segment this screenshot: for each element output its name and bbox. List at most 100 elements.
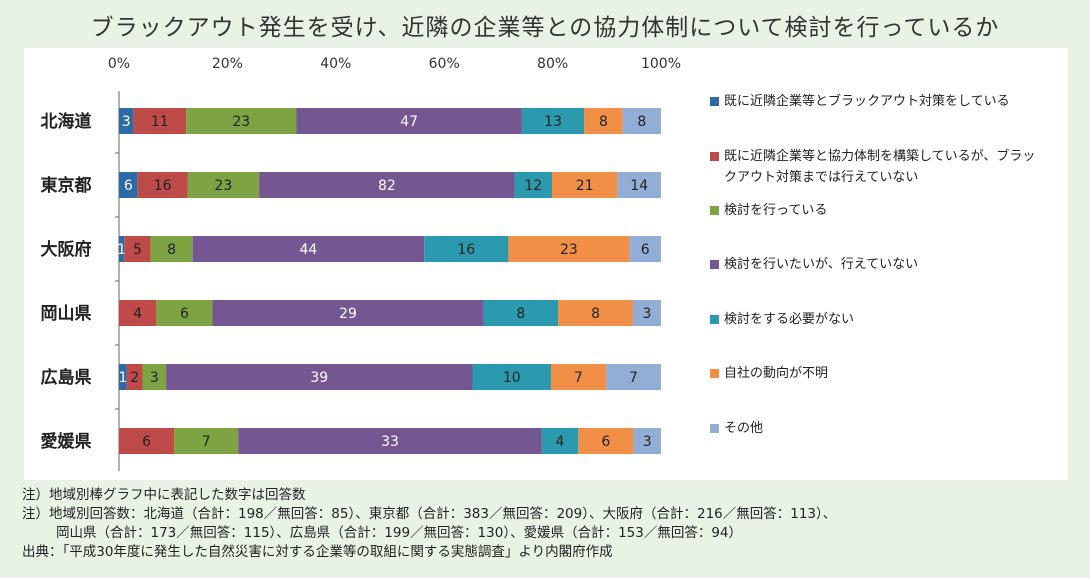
bar-segment [137,172,188,198]
bar-segment [174,428,239,454]
data-label: 13 [544,114,562,130]
data-label: 10 [503,370,521,386]
bar-segment [551,172,618,198]
data-label: 6 [601,434,610,450]
data-label: 29 [339,306,357,322]
x-tick-label: 40% [320,56,351,72]
category-label: 広島県 [41,367,92,388]
bar-segment [521,108,585,134]
data-label: 23 [214,178,232,194]
bar-segment [126,364,143,390]
data-label: 6 [180,306,189,322]
bar-segment [238,428,542,454]
bar-segment [119,300,157,326]
data-label: 44 [300,242,318,258]
legend-swatch [710,260,719,269]
bar-segment [119,428,175,454]
legend-label: 既に近隣企業等とブラックアウト対策をしている [724,94,1010,109]
data-label: 1 [118,370,127,386]
legend-item: 検討を行いたいが、行えていない [710,254,1040,275]
legend-item: 既に近隣企業等とブラックアウト対策をしている [710,91,1040,112]
bar-segment [472,364,552,390]
note-2-continued: 岡山県（合計：173／無回答：115）、広島県（合計：199／無回答：130）、… [56,525,743,541]
data-label: 4 [133,306,142,322]
bar-segment [186,108,297,134]
data-label: 8 [637,114,646,130]
bar-segment [633,428,661,454]
legend-label: 既に近隣企業等と協力体制を構築しているが、ブラックアウト対策までは行えていない [724,149,1036,185]
category-label: 岡山県 [41,304,92,324]
bar-segment [483,300,559,326]
category-label: 北海道 [41,111,92,132]
legend-label: その他 [724,421,764,436]
bar-segment [187,172,260,198]
data-label: 6 [142,434,151,450]
data-label: 8 [167,242,176,258]
data-label: 3 [643,306,652,322]
data-label: 1 [117,242,126,258]
legend-label: 自社の動向が不明 [724,366,829,381]
bar-segment [212,300,484,326]
bar-segment [119,364,127,390]
legend-label: 検討を行っている [724,203,828,218]
x-tick-label: 20% [212,56,243,72]
bar-segment [124,236,151,262]
bar-segment [578,428,634,454]
data-label: 23 [232,114,250,130]
bar-segment [622,108,661,134]
data-label: 16 [154,178,172,194]
x-tick-label: 80% [537,56,568,72]
legend-item: その他 [710,418,1040,439]
legend-swatch [710,424,719,433]
data-label: 3 [643,434,652,450]
category-label: 東京都 [41,175,92,196]
bar-segment [142,364,167,390]
bar-segment [514,172,552,198]
note-1: 注）地域別棒グラフ中に表記した数字は回答数 [22,487,306,503]
data-label: 7 [629,370,638,386]
legend-label: 検討を行いたいが、行えていない [724,257,919,272]
data-label: 7 [574,370,583,386]
note-2: 注）地域別回答数：北海道（合計：198／無回答：85）、東京都（合計：383／無… [22,506,837,522]
data-label: 23 [560,242,578,258]
bar-segment [541,428,579,454]
bar-segment [632,300,661,326]
bar-segment [558,300,633,326]
data-label: 2 [130,370,139,386]
bar-segment [119,172,138,198]
legend-item: 検討をする必要がない [710,309,1040,330]
data-label: 6 [124,178,133,194]
data-label: 8 [591,306,600,322]
x-tick-label: 100% [641,56,681,72]
legend-swatch [710,369,719,378]
bar-segment [150,236,193,262]
data-label: 39 [310,370,328,386]
legend-label: 検討をする必要がない [724,312,855,327]
legend-swatch [710,152,719,161]
footnotes: 注）地域別棒グラフ中に表記した数字は回答数 注）地域別回答数：北海道（合計：19… [22,486,1082,562]
data-label: 82 [378,178,396,194]
bar-segment [424,236,509,262]
data-label: 3 [122,114,131,130]
data-label: 47 [400,114,418,130]
legend-swatch [710,315,719,324]
category-label: 大阪府 [41,239,92,260]
legend-item: 検討を行っている [710,200,1040,221]
bar-segment [166,364,473,390]
bar-segment [508,236,630,262]
legend-item: 自社の動向が不明 [710,363,1040,384]
bar-segment [296,108,522,134]
data-label: 3 [150,370,159,386]
data-label: 4 [555,434,564,450]
data-label: 6 [641,242,650,258]
bar-segment [259,172,515,198]
category-label: 愛媛県 [41,431,92,452]
data-label: 14 [630,178,648,194]
source-note: 出典：「平成30年度に発生した自然災害に対する企業等の取組に関する実態調査」より… [22,544,613,560]
bar-segment [606,364,661,390]
data-label: 8 [599,114,608,130]
legend-swatch [710,97,719,106]
bar-segment [156,300,213,326]
legend-swatch [710,206,719,215]
